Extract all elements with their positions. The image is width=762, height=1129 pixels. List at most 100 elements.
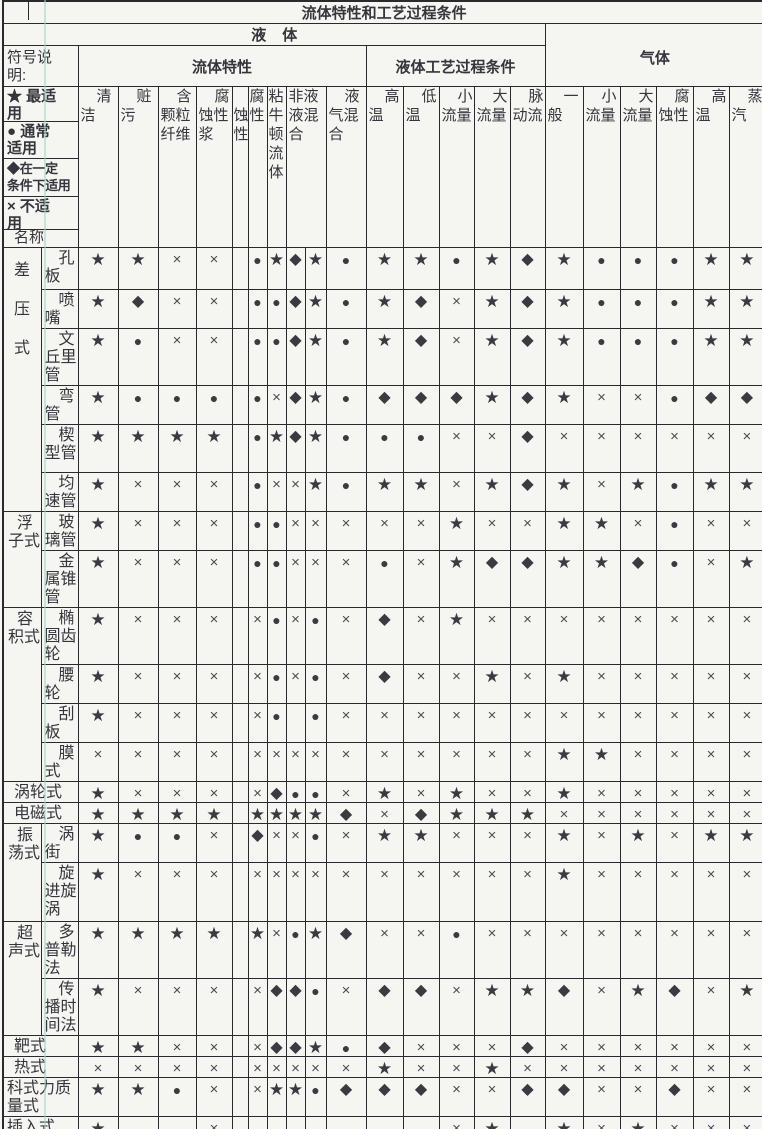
suitability-cell: × (509, 664, 546, 704)
suitability-cell: × (544, 607, 584, 665)
suitability-cell: ◆ (544, 1077, 584, 1117)
row-group-label: 浮子式 (2, 511, 42, 608)
suitability-cell: ● (325, 385, 367, 425)
suitability-cell: ◆ (402, 1077, 440, 1117)
table-row: 传播时 间法 ★ × × × × ◆ ◆ ● × ◆ ◆ × ★ ★ ◆ × ★ ◆ × ★ (3, 978, 762, 1036)
suitability-cell: × (157, 703, 197, 743)
suitability-cell: × (365, 703, 404, 743)
suitability-cell: ◆ (509, 1077, 546, 1117)
suitability-cell: × (438, 862, 475, 922)
suitability-cell: × (655, 823, 694, 863)
column-header: 非液 液混合 (285, 86, 327, 248)
suitability-cell: ● (325, 328, 367, 386)
suitability-cell: × (728, 802, 762, 824)
table-row: 靶式 ★ ★ × × × ◆ ◆ ★ ● ◆ × × × ◆ × × × × × × (2, 1035, 762, 1057)
suitability-cell: ★ (304, 385, 327, 425)
suitability-cell: × (728, 742, 762, 782)
suitability-cell: × (157, 550, 197, 608)
suitability-cell: ★ (304, 472, 327, 512)
suitability-cell: × (117, 607, 159, 665)
suitability-cell: ★ (195, 921, 233, 979)
column-header: 小流量 (438, 86, 475, 248)
suitability-cell: × (692, 802, 730, 824)
suitability-cell: ● (402, 424, 440, 473)
suitability-cell: ◆ (619, 550, 657, 608)
suitability-cell (231, 823, 249, 863)
suitability-cell: ● (247, 424, 268, 473)
suitability-cell: ● (365, 550, 404, 608)
suitability-cell: × (117, 781, 159, 803)
row-name: 涡轮式 (2, 781, 79, 803)
suitability-cell: × (195, 823, 233, 863)
suitability-cell: ★ (117, 424, 159, 473)
suitability-cell: × (157, 664, 197, 704)
suitability-cell: × (544, 1035, 584, 1057)
suitability-cell: ★ (438, 802, 475, 824)
suitability-cell: ★ (365, 247, 404, 290)
suitability-cell: × (582, 823, 621, 863)
suitability-cell: ● (266, 550, 287, 608)
suitability-cell: ● (655, 385, 694, 425)
suitability-cell: × (728, 1116, 762, 1129)
suitability-cell: ● (655, 328, 694, 386)
suitability-cell: × (728, 1077, 762, 1117)
suitability-cell: – (157, 1116, 197, 1129)
suitability-cell: ● (266, 511, 287, 551)
legend-item-3: ◆在一定 条件下适用 (4, 159, 77, 197)
row-name: 楔型管 (40, 424, 79, 473)
row-name: 喷嘴 (40, 289, 79, 329)
column-header: 高温 (692, 86, 730, 248)
suitability-cell: × (325, 550, 367, 608)
suitability-cell: ◆ (728, 385, 762, 425)
suitability-cell: × (402, 1056, 440, 1078)
suitability-cell: ★ (77, 781, 119, 803)
table-row: 电磁式 ★ ★ ★ ★ ★ ★ ★ ★ ◆ × ◆ ★ ★ ★ × × × × × × (2, 802, 762, 824)
suitability-cell: ◆ (365, 978, 404, 1036)
suitability-cell: × (692, 1116, 730, 1129)
suitability-cell: ★ (365, 823, 404, 863)
row-name: 靶式 (2, 1035, 79, 1057)
suitability-cell: ★ (544, 550, 584, 608)
suitability-cell: × (438, 424, 475, 473)
row-name: 旋进旋涡 (40, 862, 79, 922)
suitability-cell: × (304, 1056, 327, 1078)
suitability-cell: × (473, 781, 511, 803)
suitability-cell: ★ (728, 550, 762, 608)
suitability-cell (231, 607, 249, 665)
suitability-cell: × (692, 511, 730, 551)
suitability-cell: ◆ (655, 1077, 694, 1117)
suitability-cell: × (582, 1056, 621, 1078)
suitability-cell: ★ (438, 511, 475, 551)
suitability-cell: × (157, 289, 197, 329)
suitability-cell: ◆ (402, 802, 440, 824)
suitability-cell (231, 472, 249, 512)
suitability-cell: × (247, 978, 268, 1036)
suitability-cell: ● (117, 823, 159, 863)
suitability-cell: ◆ (402, 328, 440, 386)
suitability-cell: ● (304, 664, 327, 704)
suitability-cell: × (285, 823, 306, 863)
suitability-cell: ★ (544, 742, 584, 782)
suitability-cell: ★ (473, 289, 511, 329)
suitability-cell: × (247, 1077, 268, 1117)
suitability-cell: ★ (77, 247, 119, 290)
suitability-cell: ★ (544, 511, 584, 551)
suitability-cell: × (266, 921, 287, 979)
suitability-cell: ◆ (325, 802, 367, 824)
suitability-cell: × (619, 921, 657, 979)
column-header-row: ★ 最适用 ● 通常 适用 ◆在一定 条件下适用 × 不适用 名称 清洁赃污含颗粒 纤维腐蚀… (2, 86, 762, 248)
suitability-cell: × (304, 862, 327, 922)
suitability-cell: ● (438, 247, 475, 290)
column-header: 腐蚀性 (655, 86, 694, 248)
section-row-1: 液体 气体 (2, 23, 762, 87)
row-name: 科式力质 量式 (2, 1077, 79, 1117)
suitability-cell: ★ (619, 823, 657, 863)
suitability-cell: ● (247, 247, 268, 290)
suitability-cell: × (195, 781, 233, 803)
suitability-cell: ★ (117, 1077, 159, 1117)
column-header: 大流量 (619, 86, 657, 248)
table-row: 刮板 ★ × × × × ● ● × × × × × × × × × × × × (3, 703, 762, 743)
suitability-cell: × (582, 802, 621, 824)
suitability-cell: × (325, 511, 367, 551)
suitability-cell: × (195, 511, 233, 551)
